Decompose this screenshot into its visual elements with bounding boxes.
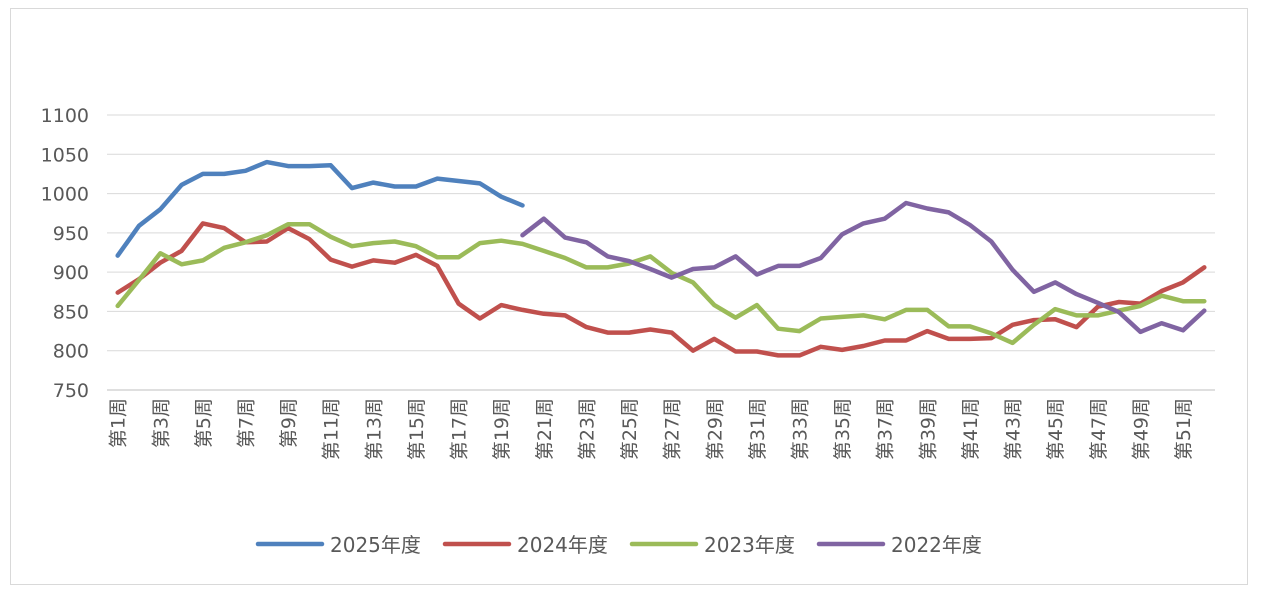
x-tick-label: 第31周 xyxy=(747,398,769,460)
series-line-2023年度 xyxy=(115,221,1207,346)
x-tick-label: 第1周 xyxy=(108,398,130,448)
legend: 2025年度 2024年度 2023年度 2022年度 xyxy=(255,533,982,557)
legend-item: 2024年度 xyxy=(442,533,608,557)
x-tick-label: 第51周 xyxy=(1173,398,1195,460)
x-tick-label: 第49周 xyxy=(1130,398,1152,460)
legend-item: 2023年度 xyxy=(629,533,795,557)
x-tick-label: 第7周 xyxy=(236,398,258,448)
x-tick-label: 第25周 xyxy=(619,398,641,460)
series-line-2024年度 xyxy=(115,221,1207,358)
x-tick-label: 第37周 xyxy=(875,398,897,460)
series-line-2022年度 xyxy=(520,200,1207,335)
x-tick-label: 第17周 xyxy=(449,398,471,460)
x-tick-label: 第35周 xyxy=(832,398,854,460)
y-tick-label: 800 xyxy=(53,341,89,363)
x-tick-label: 第21周 xyxy=(534,398,556,460)
y-tick-label: 950 xyxy=(53,223,89,245)
series-line-2025年度 xyxy=(115,159,525,258)
legend-label: 2023年度 xyxy=(704,533,795,557)
legend-label: 2024年度 xyxy=(517,533,608,557)
x-tick-label: 第9周 xyxy=(278,398,300,448)
y-tick-label: 850 xyxy=(53,301,89,323)
x-tick-label: 第29周 xyxy=(704,398,726,460)
x-tick-label: 第3周 xyxy=(150,398,172,448)
x-tick-label: 第45周 xyxy=(1045,398,1067,460)
x-tick-label: 第13周 xyxy=(363,398,385,460)
legend-label: 2025年度 xyxy=(330,533,421,557)
y-tick-label: 1000 xyxy=(41,184,89,206)
legend-label: 2022年度 xyxy=(891,533,982,557)
x-tick-label: 第27周 xyxy=(662,398,684,460)
x-tick-label: 第43周 xyxy=(1003,398,1025,460)
chart-frame xyxy=(10,8,1248,585)
legend-item: 2022年度 xyxy=(816,533,982,557)
x-tick-label: 第39周 xyxy=(917,398,939,460)
y-tick-label: 1100 xyxy=(41,105,89,127)
x-tick-label: 第33周 xyxy=(790,398,812,460)
y-axis: 750 800 850 900 950 1000 1050 1100 xyxy=(41,105,89,402)
x-tick-label: 第19周 xyxy=(491,398,513,460)
y-tick-label: 900 xyxy=(53,262,89,284)
x-tick-label: 第15周 xyxy=(406,398,428,460)
x-tick-label: 第5周 xyxy=(193,398,215,448)
x-tick-label: 第11周 xyxy=(321,398,343,460)
y-tick-label: 1050 xyxy=(41,144,89,166)
y-tick-label: 750 xyxy=(53,380,89,402)
x-tick-label: 第47周 xyxy=(1088,398,1110,460)
legend-item: 2025年度 xyxy=(255,533,421,557)
x-tick-label: 第23周 xyxy=(576,398,598,460)
series-lines xyxy=(115,159,1207,358)
x-tick-label: 第41周 xyxy=(960,398,982,460)
gridlines xyxy=(107,114,1215,391)
x-axis: 第1周 第3周 第5周 第7周 第9周 第11周 第13周 第15周 第17周 第19周 第21周第… xyxy=(107,389,1215,460)
